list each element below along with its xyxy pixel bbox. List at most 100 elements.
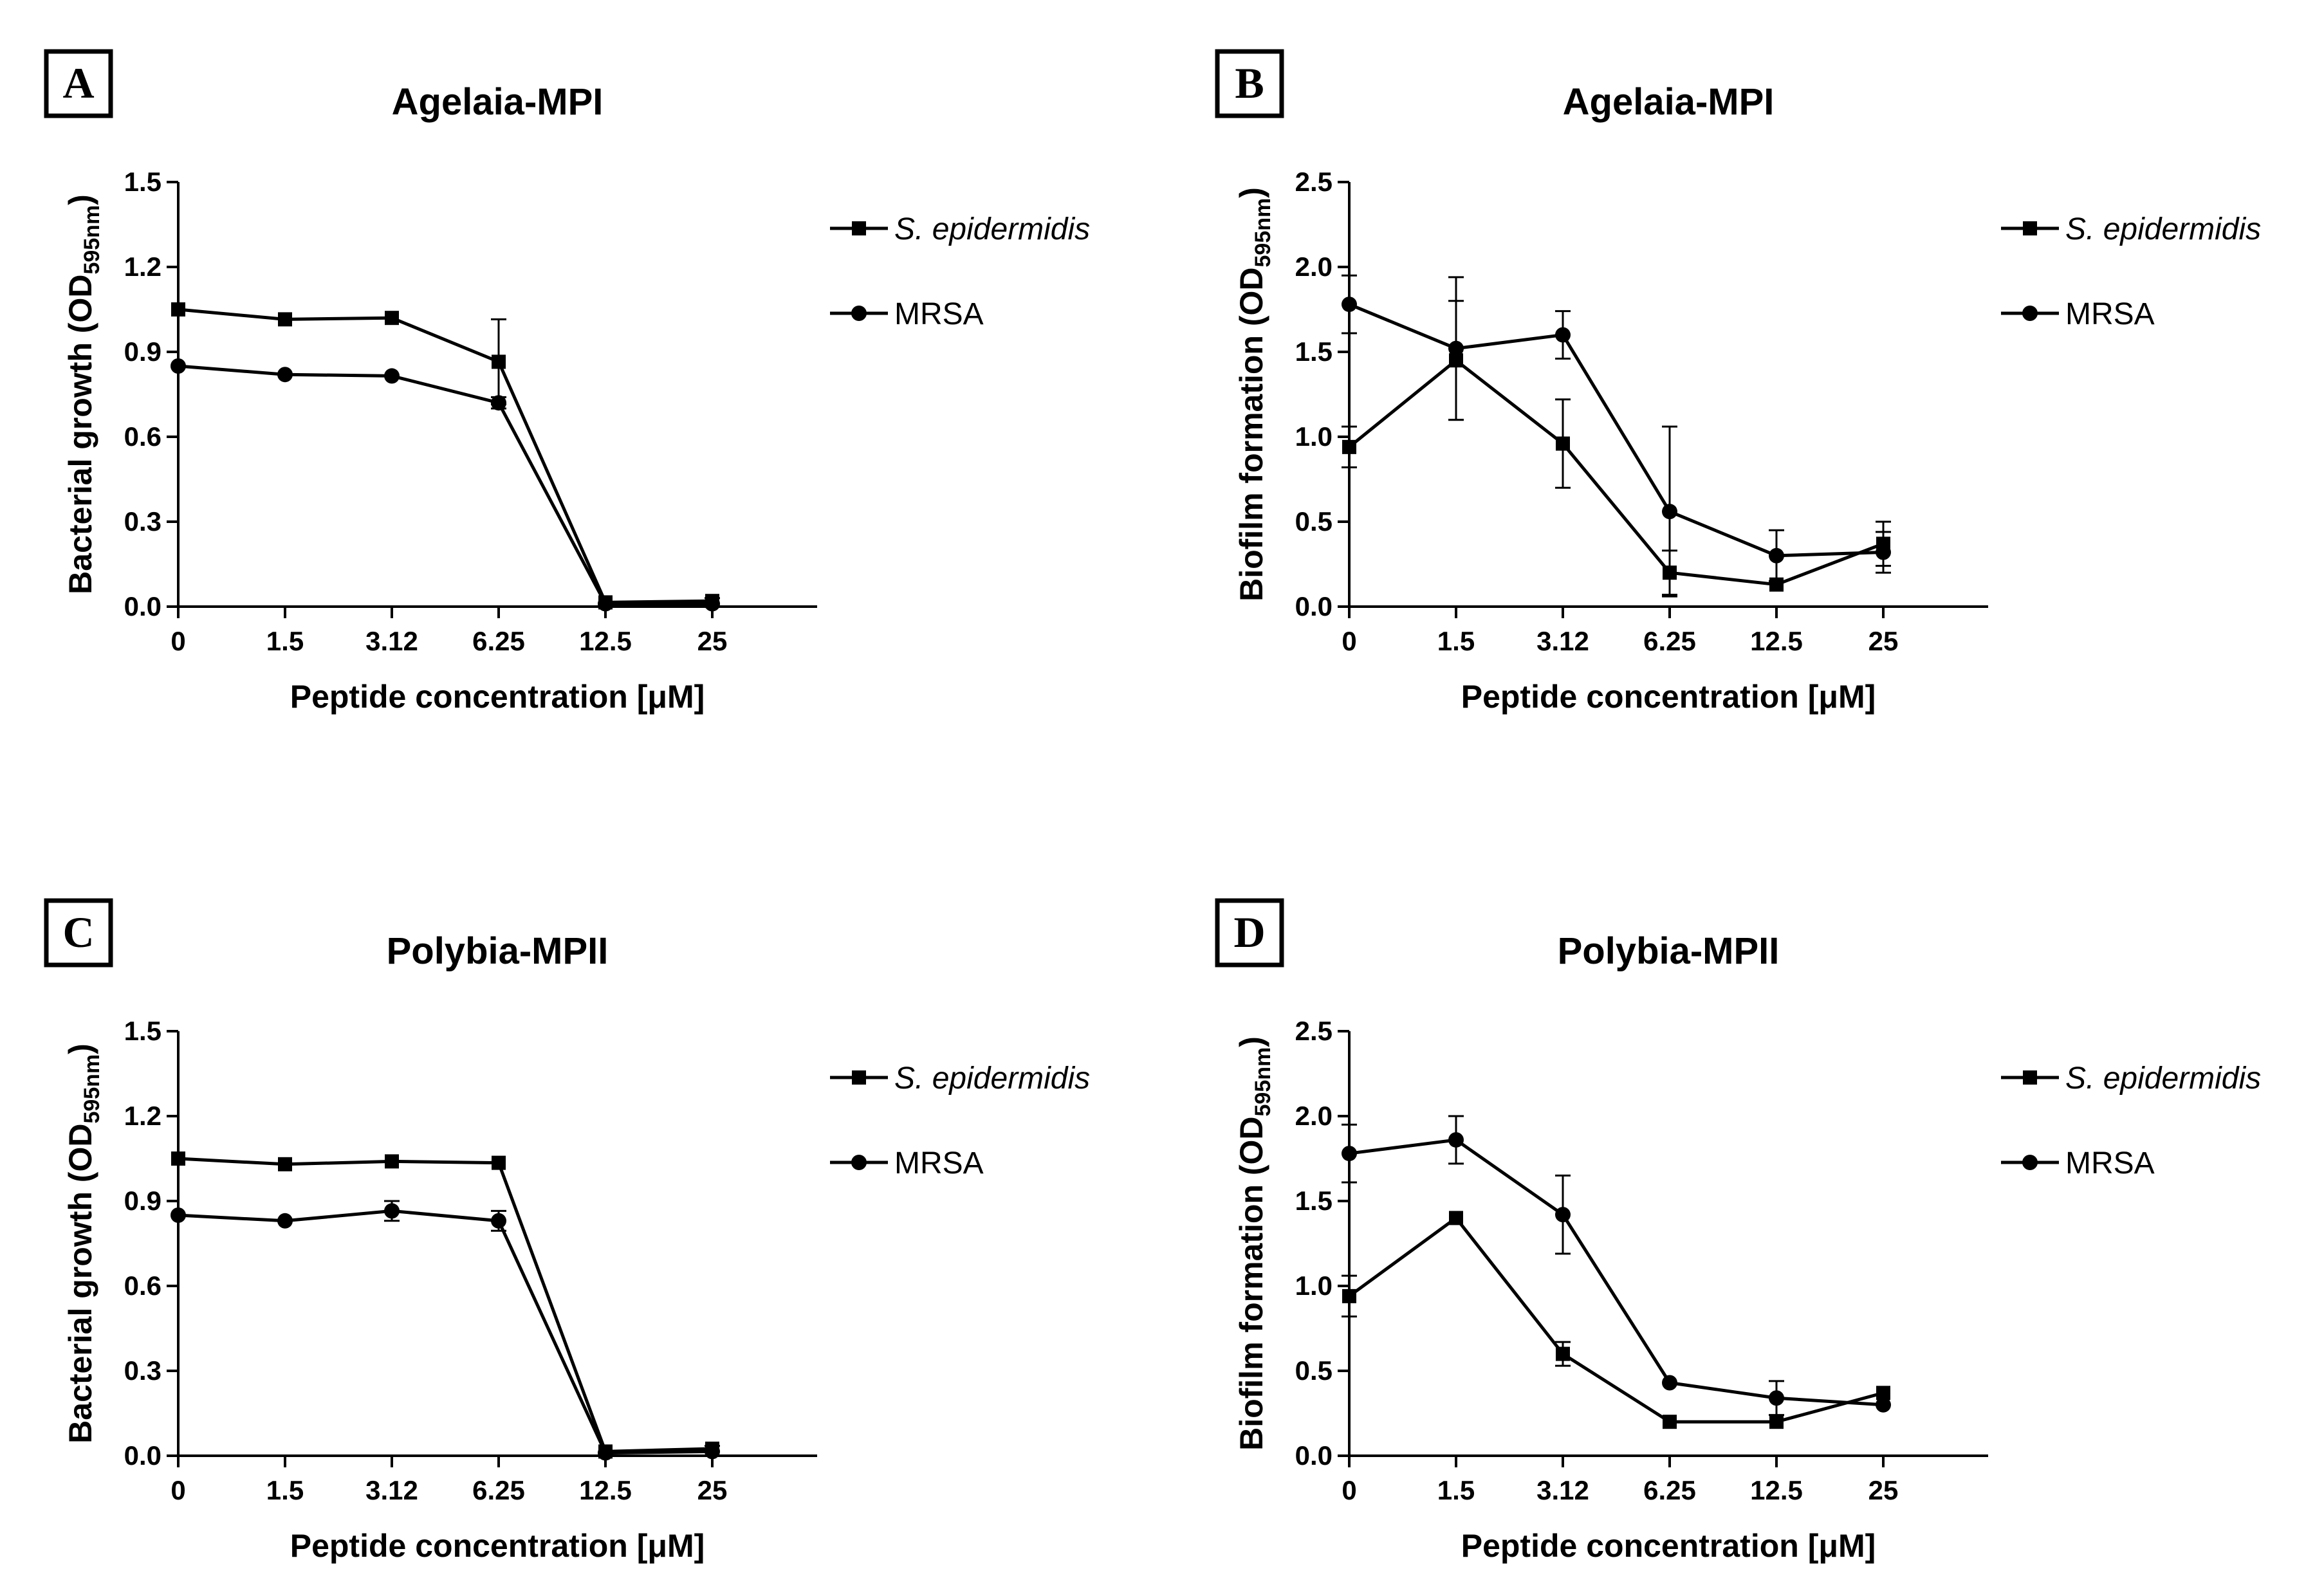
series-mrsa bbox=[1342, 274, 1891, 598]
y-tick-label: 0.0 bbox=[124, 1440, 161, 1471]
legend-entry: MRSA bbox=[830, 1146, 984, 1180]
series-s-epidermidis bbox=[171, 1151, 720, 1459]
y-tick-label: 2.5 bbox=[1295, 1016, 1333, 1046]
y-tick-label: 0.9 bbox=[124, 336, 161, 367]
series-s-epidermidis bbox=[171, 302, 720, 610]
chart-panel-d: D Polybia-MPII 0.0 0.5 1.0 1.5 2.0 2.5 0 1.5 3.12 6… bbox=[1215, 898, 2261, 1564]
series-line bbox=[1349, 302, 1884, 558]
legend-label: MRSA bbox=[2065, 297, 2155, 331]
legend-marker bbox=[851, 1155, 867, 1170]
legend-label: S. epidermidis bbox=[894, 1061, 1090, 1096]
legend-marker bbox=[852, 221, 866, 235]
y-tick-label: 1.5 bbox=[1295, 336, 1333, 367]
data-point bbox=[492, 1155, 506, 1170]
data-point bbox=[171, 302, 185, 316]
y-tick-label: 1.0 bbox=[1295, 421, 1333, 452]
data-point bbox=[1555, 1207, 1571, 1223]
data-point bbox=[384, 1203, 400, 1219]
panel-letter-box bbox=[44, 898, 113, 968]
y-tick-label: 1.5 bbox=[1295, 1186, 1333, 1216]
data-point bbox=[1876, 1386, 1890, 1400]
x-tick-label: 1.5 bbox=[266, 626, 304, 656]
panel-letter: A bbox=[62, 59, 94, 107]
series-line bbox=[1349, 1138, 1884, 1407]
data-point bbox=[385, 311, 399, 326]
x-tick-label: 1.5 bbox=[1437, 1475, 1475, 1505]
data-point bbox=[1662, 504, 1677, 520]
data-point bbox=[278, 1157, 292, 1171]
x-tick-label: 0 bbox=[1342, 1475, 1356, 1505]
x-tick-label: 12.5 bbox=[579, 626, 632, 656]
data-point bbox=[277, 367, 293, 383]
x-tick-label: 6.25 bbox=[472, 626, 525, 656]
x-tick-label: 25 bbox=[1868, 626, 1899, 656]
data-point bbox=[1769, 1390, 1784, 1406]
data-point bbox=[1342, 1289, 1356, 1303]
legend-marker bbox=[2023, 1070, 2037, 1085]
chart-panel-a: A Agelaia-MPI 0.0 0.3 0.6 0.9 1.2 1.5 0 1.5 3.12 6.… bbox=[44, 49, 1090, 715]
x-tick-label: 25 bbox=[1868, 1475, 1899, 1505]
series-line bbox=[1348, 1216, 1884, 1424]
y-axis-title: Biofilm formation (OD595nm) bbox=[1233, 187, 1275, 601]
y-tick-label: 1.5 bbox=[124, 167, 161, 197]
data-point bbox=[384, 368, 400, 384]
data-point bbox=[1448, 340, 1464, 356]
data-point bbox=[1555, 327, 1571, 343]
series-line bbox=[178, 364, 712, 606]
legend-entry: S. epidermidis bbox=[2001, 1061, 2261, 1096]
x-axis-title: Peptide concentration [μM] bbox=[1461, 1528, 1876, 1564]
chart-title: Polybia-MPII bbox=[1558, 930, 1780, 972]
x-axis-title: Peptide concentration [μM] bbox=[290, 679, 705, 715]
data-point bbox=[1876, 1397, 1891, 1413]
panel-letter: C bbox=[62, 908, 94, 957]
y-tick-label: 0.3 bbox=[124, 1355, 161, 1386]
chart-title: Agelaia-MPI bbox=[1563, 81, 1775, 123]
x-tick-label: 6.25 bbox=[1643, 626, 1696, 656]
data-point bbox=[705, 1444, 720, 1460]
y-tick-label: 0.5 bbox=[1295, 506, 1333, 537]
y-tick-label: 1.0 bbox=[1295, 1270, 1333, 1301]
chart-panel-c: C Polybia-MPII 0.0 0.3 0.6 0.9 1.2 1.5 0 1.5 3.12 6… bbox=[44, 898, 1090, 1564]
x-axis-title: Peptide concentration [μM] bbox=[290, 1528, 705, 1564]
chart-title: Polybia-MPII bbox=[387, 930, 609, 972]
x-tick-label: 0 bbox=[1342, 626, 1356, 656]
chart-panel-b: B Agelaia-MPI 0.0 0.5 1.0 1.5 2.0 2.5 0 1.5 3.12 6.… bbox=[1215, 49, 2261, 715]
data-point bbox=[277, 1213, 293, 1229]
series-mrsa bbox=[171, 1200, 720, 1461]
y-axis-title: Biofilm formation (OD595nm) bbox=[1233, 1036, 1275, 1451]
series-s-epidermidis bbox=[1342, 1211, 1890, 1429]
x-tick-label: 12.5 bbox=[1750, 626, 1803, 656]
legend-entry: S. epidermidis bbox=[2001, 212, 2261, 246]
legend-marker bbox=[2023, 221, 2037, 235]
data-point bbox=[171, 1151, 185, 1166]
y-tick-label: 0.0 bbox=[1295, 591, 1333, 621]
y-tick-label: 2.0 bbox=[1295, 1101, 1333, 1131]
data-point bbox=[1342, 297, 1357, 313]
legend-label: MRSA bbox=[2065, 1146, 2155, 1180]
series-mrsa bbox=[171, 358, 720, 612]
series-line bbox=[1348, 358, 1884, 587]
data-point bbox=[491, 395, 506, 411]
y-tick-label: 2.5 bbox=[1295, 167, 1333, 197]
y-tick-label: 0.0 bbox=[124, 591, 161, 621]
data-point bbox=[598, 596, 613, 612]
data-point bbox=[171, 358, 186, 374]
data-point bbox=[491, 1213, 506, 1229]
data-point bbox=[705, 596, 720, 612]
y-tick-label: 2.0 bbox=[1295, 252, 1333, 282]
x-tick-label: 3.12 bbox=[1536, 1475, 1589, 1505]
legend-label: S. epidermidis bbox=[894, 212, 1090, 246]
legend-entry: MRSA bbox=[830, 297, 984, 331]
legend-marker bbox=[2022, 306, 2038, 321]
data-point bbox=[1342, 439, 1356, 454]
y-axis-title: Bacterial growth (OD595nm) bbox=[62, 1043, 104, 1444]
series-line bbox=[178, 307, 713, 604]
x-tick-label: 1.5 bbox=[1437, 626, 1475, 656]
series-line bbox=[178, 1157, 713, 1453]
data-point bbox=[1449, 1211, 1463, 1225]
x-tick-label: 0 bbox=[171, 1475, 185, 1505]
x-tick-label: 25 bbox=[697, 1475, 728, 1505]
data-point bbox=[1556, 436, 1570, 451]
data-point bbox=[385, 1154, 399, 1169]
